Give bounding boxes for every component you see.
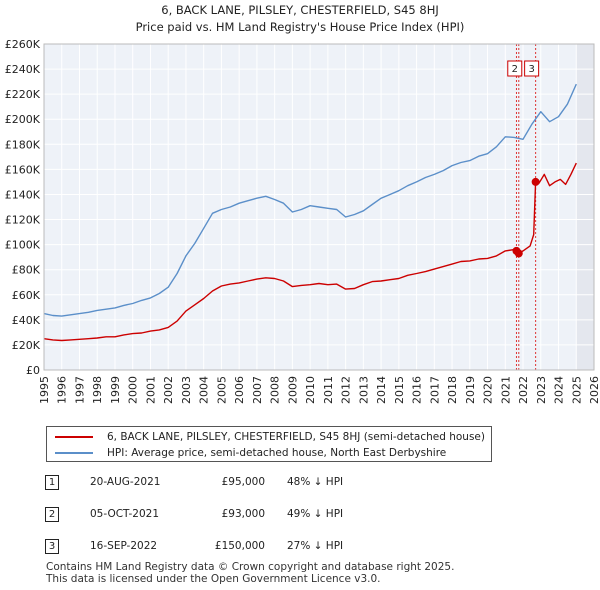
y-tick-label: £100K: [5, 239, 41, 252]
legend-label-hpi: HPI: Average price, semi-detached house,…: [107, 447, 447, 459]
x-tick-label: 2026: [588, 376, 600, 404]
transaction-price: £95,000: [221, 476, 265, 488]
y-tick-label: £140K: [5, 188, 41, 201]
legend-item-hpi: HPI: Average price, semi-detached house,…: [55, 445, 446, 461]
marker-label: 3: [528, 64, 534, 75]
legend: 6, BACK LANE, PILSLEY, CHESTERFIELD, S45…: [46, 426, 492, 462]
plot-border: [43, 43, 595, 371]
x-tick-label: 1999: [109, 376, 122, 404]
footer-licence: This data is licensed under the Open Gov…: [46, 573, 381, 585]
property-price-line: [43, 162, 577, 342]
x-tick-label: 2003: [180, 376, 193, 404]
legend-swatch-hpi: [55, 452, 93, 454]
x-tick-label: 2012: [340, 376, 353, 404]
transaction-date: 16-SEP-2022: [90, 540, 158, 552]
footer: Contains HM Land Registry data © Crown c…: [46, 561, 454, 585]
x-tick-label: 2015: [393, 376, 406, 404]
y-tick-label: £20K: [12, 339, 41, 352]
marker-label-box: [507, 60, 523, 77]
transaction-hpi-diff: 27% ↓ HPI: [287, 540, 344, 552]
x-tick-label: 2000: [127, 376, 140, 404]
x-tick-label: 2018: [446, 376, 459, 404]
future-shade: [576, 44, 594, 370]
x-tick-label: 2013: [357, 376, 370, 404]
y-tick-label: £180K: [5, 138, 41, 151]
transaction-number: 2: [45, 507, 59, 522]
y-tick-label: £80K: [12, 264, 41, 277]
chart-title: 6, BACK LANE, PILSLEY, CHESTERFIELD, S45…: [161, 3, 438, 17]
x-tick-label: 2014: [375, 376, 388, 404]
y-tick-label: £40K: [12, 314, 41, 327]
x-tick-label: 2002: [162, 376, 175, 404]
x-tick-label: 2005: [215, 376, 228, 404]
transaction-point: [531, 177, 540, 186]
transaction-hpi-diff: 48% ↓ HPI: [287, 476, 344, 488]
marker-label: 2: [512, 64, 518, 75]
x-tick-label: 2017: [428, 376, 441, 404]
legend-swatch-property: [55, 436, 93, 438]
x-tick-label: 1995: [38, 376, 51, 404]
x-tick-label: 1996: [56, 376, 69, 404]
y-tick-label: £0: [26, 364, 40, 377]
x-tick-label: 2006: [233, 376, 246, 404]
x-tick-label: 2020: [482, 376, 495, 404]
x-tick-label: 2004: [198, 376, 211, 404]
legend-item-property: 6, BACK LANE, PILSLEY, CHESTERFIELD, S45…: [55, 429, 485, 445]
transaction-point: [514, 249, 523, 258]
transaction-hpi-diff: 49% ↓ HPI: [287, 508, 344, 520]
transaction-price: £93,000: [221, 508, 265, 520]
transaction-number: 1: [45, 475, 59, 490]
x-tick-label: 2001: [144, 376, 157, 404]
x-tick-label: 2009: [286, 376, 299, 404]
x-tick-label: 2008: [269, 376, 282, 404]
transaction-number: 3: [45, 539, 59, 554]
x-tick-label: 1997: [73, 376, 86, 404]
y-tick-label: £240K: [5, 63, 41, 76]
x-tick-label: 2010: [304, 376, 317, 404]
y-tick-label: £200K: [5, 113, 41, 126]
y-tick-label: £160K: [5, 163, 41, 176]
footer-copyright: Contains HM Land Registry data © Crown c…: [46, 561, 455, 573]
x-tick-label: 2025: [570, 376, 583, 404]
y-tick-label: £220K: [5, 88, 41, 101]
x-tick-label: 2019: [464, 376, 477, 404]
x-tick-label: 2007: [251, 376, 264, 404]
price-chart: 6, BACK LANE, PILSLEY, CHESTERFIELD, S45…: [5, 3, 600, 404]
x-tick-label: 2024: [553, 376, 566, 404]
y-tick-label: £60K: [12, 289, 41, 302]
legend-label-property: 6, BACK LANE, PILSLEY, CHESTERFIELD, S45…: [107, 431, 485, 443]
hpi-line: [43, 83, 577, 317]
transaction-date: 05-OCT-2021: [90, 508, 159, 520]
marker-label-box: [524, 60, 540, 77]
x-tick-label: 2022: [517, 376, 530, 404]
x-tick-label: 2023: [535, 376, 548, 404]
y-tick-label: £260K: [5, 38, 41, 51]
x-tick-label: 2011: [322, 376, 335, 404]
y-tick-label: £120K: [5, 214, 41, 227]
x-tick-label: 1998: [91, 376, 104, 404]
x-tick-label: 2016: [411, 376, 424, 404]
x-tick-label: 2021: [499, 376, 512, 404]
chart-subtitle: Price paid vs. HM Land Registry's House …: [136, 20, 465, 34]
transaction-price: £150,000: [214, 540, 265, 552]
transaction-date: 20-AUG-2021: [90, 476, 161, 488]
